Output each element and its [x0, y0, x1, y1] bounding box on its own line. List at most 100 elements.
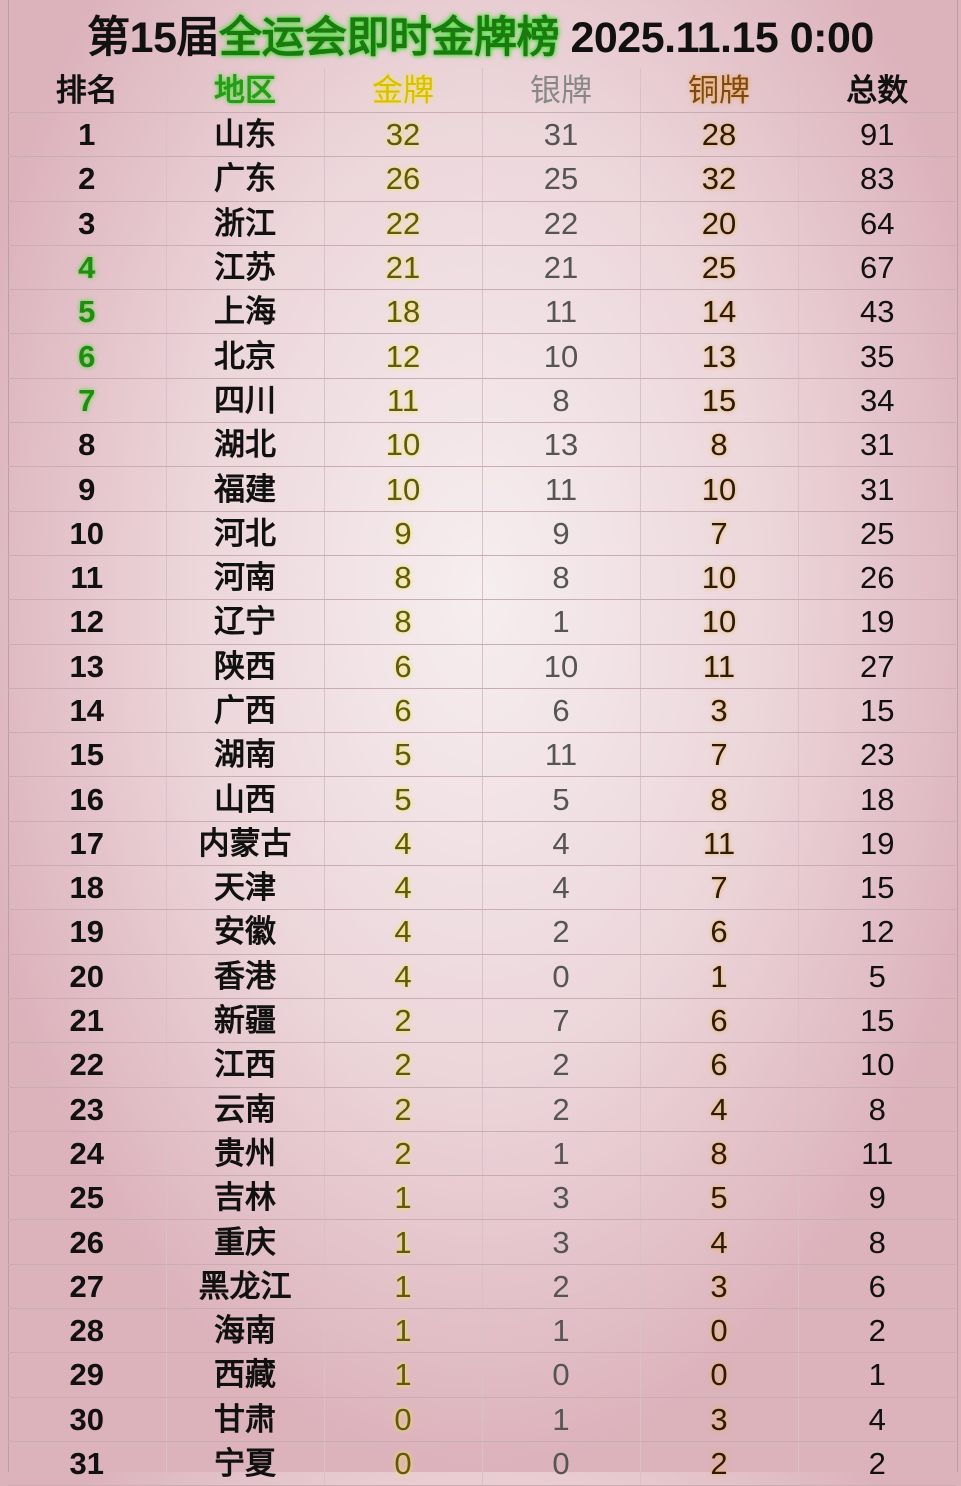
cell-bronze: 28 [640, 112, 799, 158]
cell-total: 19 [798, 821, 956, 867]
cell-silver: 11 [482, 732, 641, 778]
cell-silver: 8 [482, 555, 641, 601]
cell-silver: 3 [482, 1175, 641, 1221]
table-row: 8 湖北 10 13 8 31 [8, 422, 956, 468]
cell-bronze: 15 [640, 378, 799, 424]
title-datetime: 2025.11.15 0:00 [559, 14, 874, 62]
cell-rank: 28 [8, 1308, 167, 1354]
cell-gold: 12 [324, 333, 483, 379]
table-row: 10 河北 9 9 7 25 [8, 511, 956, 556]
cell-gold: 4 [324, 865, 483, 911]
cell-gold: 6 [324, 688, 483, 734]
cell-region: 湖南 [166, 732, 325, 778]
cell-rank: 24 [8, 1131, 167, 1177]
cell-gold: 32 [324, 112, 483, 158]
cell-total: 15 [798, 688, 956, 734]
table-row: 1 山东 32 31 28 91 [8, 112, 956, 158]
cell-total: 26 [798, 555, 956, 601]
cell-bronze: 8 [640, 1131, 799, 1177]
cell-rank: 12 [8, 599, 167, 645]
cell-total: 11 [798, 1131, 956, 1177]
cell-region: 江西 [166, 1042, 325, 1088]
cell-bronze: 0 [640, 1352, 799, 1398]
col-header-gold: 金牌 [324, 68, 483, 113]
cell-total: 91 [798, 112, 956, 158]
cell-total: 12 [798, 909, 956, 955]
cell-region: 陕西 [166, 644, 325, 689]
cell-gold: 26 [324, 156, 483, 202]
cell-region: 上海 [166, 289, 325, 335]
cell-bronze: 6 [640, 1042, 799, 1088]
cell-gold: 4 [324, 821, 483, 867]
cell-silver: 2 [482, 909, 641, 955]
cell-bronze: 5 [640, 1175, 799, 1221]
cell-total: 23 [798, 732, 956, 778]
table-row: 24 贵州 2 1 8 11 [8, 1131, 956, 1177]
table-row: 26 重庆 1 3 4 8 [8, 1219, 956, 1265]
cell-gold: 10 [324, 422, 483, 468]
cell-gold: 1 [324, 1219, 483, 1265]
cell-gold: 5 [324, 776, 483, 822]
cell-bronze: 3 [640, 1397, 799, 1442]
cell-silver: 6 [482, 688, 641, 734]
cell-total: 19 [798, 599, 956, 645]
cell-region: 北京 [166, 333, 325, 379]
cell-bronze: 8 [640, 422, 799, 468]
cell-silver: 8 [482, 378, 641, 424]
cell-region: 山东 [166, 112, 325, 158]
cell-bronze: 25 [640, 245, 799, 291]
cell-bronze: 13 [640, 333, 799, 379]
col-header-rank: 排名 [8, 68, 167, 113]
cell-rank: 1 [8, 112, 167, 158]
page-title: 第15届全运会即时金牌榜 2025.11.15 0:00 [0, 8, 961, 68]
table-row: 7 四川 11 8 15 34 [8, 378, 956, 424]
cell-gold: 9 [324, 511, 483, 556]
cell-rank: 17 [8, 821, 167, 867]
cell-gold: 6 [324, 644, 483, 689]
cell-silver: 2 [482, 1264, 641, 1310]
cell-gold: 8 [324, 555, 483, 601]
cell-gold: 10 [324, 466, 483, 512]
table-row: 19 安徽 4 2 6 12 [8, 909, 956, 955]
table-row: 2 广东 26 25 32 83 [8, 156, 956, 202]
cell-region: 山西 [166, 776, 325, 822]
cell-total: 2 [798, 1308, 956, 1354]
cell-bronze: 3 [640, 1264, 799, 1310]
cell-region: 天津 [166, 865, 325, 911]
cell-rank: 5 [8, 289, 167, 335]
cell-total: 6 [798, 1264, 956, 1310]
cell-rank: 8 [8, 422, 167, 468]
cell-silver: 25 [482, 156, 641, 202]
cell-rank: 23 [8, 1087, 167, 1132]
cell-gold: 11 [324, 378, 483, 424]
cell-total: 18 [798, 776, 956, 822]
cell-silver: 0 [482, 1441, 641, 1486]
cell-total: 15 [798, 865, 956, 911]
cell-total: 8 [798, 1087, 956, 1132]
table-row: 23 云南 2 2 4 8 [8, 1087, 956, 1132]
cell-total: 83 [798, 156, 956, 202]
cell-bronze: 6 [640, 909, 799, 955]
cell-silver: 22 [482, 201, 641, 246]
cell-rank: 11 [8, 555, 167, 601]
cell-silver: 1 [482, 599, 641, 645]
cell-gold: 1 [324, 1352, 483, 1398]
cell-bronze: 7 [640, 865, 799, 911]
cell-region: 香港 [166, 954, 325, 999]
cell-bronze: 6 [640, 998, 799, 1044]
cell-silver: 4 [482, 865, 641, 911]
cell-rank: 30 [8, 1397, 167, 1442]
cell-silver: 13 [482, 422, 641, 468]
cell-region: 浙江 [166, 201, 325, 246]
cell-bronze: 14 [640, 289, 799, 335]
cell-bronze: 1 [640, 954, 799, 999]
cell-silver: 1 [482, 1131, 641, 1177]
cell-bronze: 20 [640, 201, 799, 246]
cell-rank: 6 [8, 333, 167, 379]
cell-total: 8 [798, 1219, 956, 1265]
cell-region: 贵州 [166, 1131, 325, 1177]
table-row: 9 福建 10 11 10 31 [8, 466, 956, 512]
cell-region: 内蒙古 [166, 821, 325, 867]
cell-silver: 0 [482, 1352, 641, 1398]
table-row: 21 新疆 2 7 6 15 [8, 998, 956, 1044]
